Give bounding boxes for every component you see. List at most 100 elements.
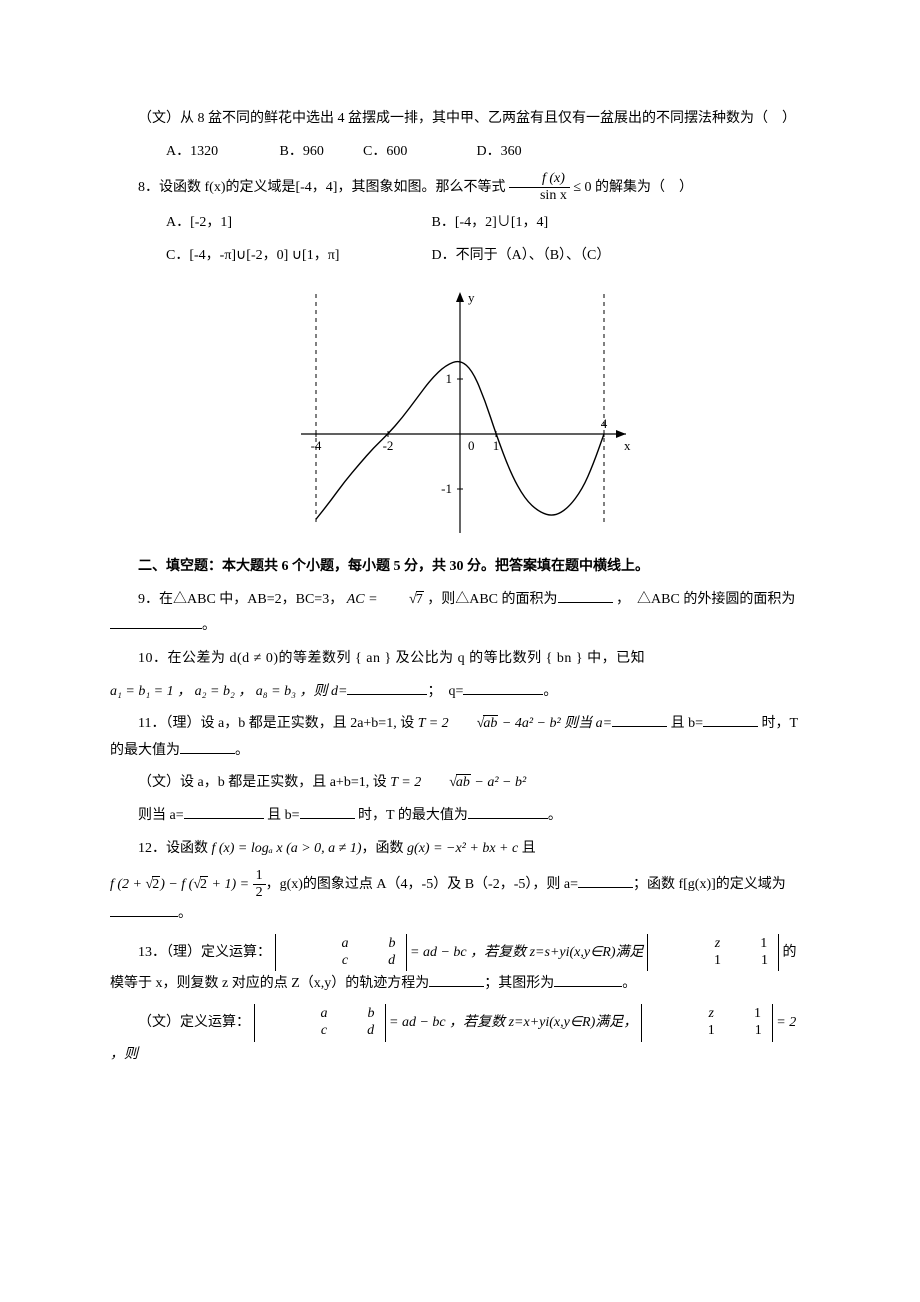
q9-blank2	[110, 615, 202, 629]
q8-opts-row1: A．[-2，1] B．[-4，2]∪[1，4]	[110, 210, 810, 237]
q12-l2d: ，g(x)的图象过点 A（4，-5）及 B（-2，-5），则 a=	[266, 877, 578, 892]
svg-text:0: 0	[468, 438, 475, 453]
q13-li-c: ；其图形为	[484, 976, 554, 991]
q12-tail: 。	[178, 906, 192, 921]
q11-wen-b: 则当 a=	[138, 808, 184, 823]
q12-l2a: f (2 +	[110, 877, 146, 892]
q12-l2c: + 1) =	[208, 877, 253, 892]
q13-eq2: = ad − bc ，若复数 z=x+yi(x,y∈R)满足，	[389, 1015, 637, 1030]
q8-opt-a: A．[-2，1]	[138, 210, 428, 237]
q12-sqrt2a-v: 2	[152, 876, 160, 892]
q8-opt-d: D．不同于（A）、（B）、（C）	[432, 248, 611, 263]
q12-gx: g(x) = −x² + bx + c	[407, 841, 518, 856]
q11-li-tail: 。	[235, 743, 249, 758]
svg-text:4: 4	[601, 416, 608, 431]
q13-det3: ab cd	[254, 1004, 386, 1042]
svg-text:-2: -2	[383, 438, 394, 453]
q7-wen-stem: （文）从 8 盆不同的鲜花中选出 4 盆摆成一排，其中甲、乙两盆有且仅有一盆展出…	[110, 106, 810, 133]
q12-l1b: ，函数	[362, 841, 408, 856]
q13-li-l1: 13．（理）定义运算： ab cd = ad − bc ，若复数 z=s+yi(…	[110, 934, 810, 998]
q9-b: ，则△ABC 的面积为	[427, 592, 557, 607]
q11-li: 11．（理）设 a，b 都是正实数，且 2a+b=1, 设 T = 2ab − …	[110, 711, 810, 764]
q8-stem: 8．设函数 f(x)的定义域是[-4，4]，其图象如图。那么不等式 f (x) …	[110, 171, 810, 204]
q13-d4-11: 1	[721, 1023, 768, 1040]
q8-frac: f (x) sin x	[509, 171, 570, 204]
q7-wen-options: A．1320 B．960 C．600 D．360	[110, 139, 810, 166]
q13-d4-10: 1	[674, 1023, 721, 1040]
q13-d3-01: b	[334, 1006, 381, 1023]
q11-wen-ab: ab	[456, 774, 471, 790]
q7-opt-c: C．600	[335, 139, 445, 166]
q13-d4-01: 1	[720, 1006, 767, 1023]
q12-sqrt2a: 2	[146, 872, 161, 899]
q9-c: ， △ABC 的外接圆的面积为	[616, 592, 795, 607]
q13-li-a: 13．（理）定义运算：	[138, 945, 271, 960]
q10-line2: a₁ = b₁ = 1 ， a₂ = b₂ ， a₈ = b₃ ，则 d=； q…	[110, 679, 810, 706]
q13-d1-00: a	[308, 936, 355, 953]
q11-wen-l2: 则当 a= 且 b= 时，T 的最大值为 。	[110, 803, 810, 830]
q11-wen-sqrt: ab	[421, 770, 471, 797]
q11-li-blank-t	[180, 740, 235, 754]
q12-l1c: 且	[518, 841, 536, 856]
q8-opts-row2: C．[-4，-π]∪[-2，0] ∪[1，π] D．不同于（A）、（B）、（C）	[110, 243, 810, 270]
q10-tail: 。	[543, 684, 557, 699]
q8-graph: -4-20141-1xy	[110, 284, 810, 545]
q7-opt-b: B．960	[252, 139, 332, 166]
q12-blank-a	[578, 874, 633, 888]
q9: 9．在△ABC 中，AB=2，BC=3， AC = 7 ，则△ABC 的面积为 …	[110, 587, 810, 640]
q8-stem-left: 8．设函数 f(x)的定义域是[-4，4]，其图象如图。那么不等式	[138, 180, 505, 195]
q8-frac-num: f (x)	[509, 171, 570, 188]
q12-l1a: 12．设函数	[138, 841, 212, 856]
q13-li-blank2	[554, 973, 622, 987]
q13-d2-10: 1	[680, 953, 727, 970]
q9-ac-eq: AC =	[347, 592, 381, 607]
q8-opt-c: C．[-4，-π]∪[-2，0] ∪[1，π]	[138, 243, 428, 270]
q11-wen-c: 且 b=	[267, 808, 299, 823]
q13-eq1: = ad − bc ，若复数 z=s+yi(x,y∈R)满足	[410, 945, 644, 960]
q9-sqrt7-val: 7	[416, 591, 424, 607]
q13-det1: ab cd	[275, 934, 407, 972]
q11-li-rest: − 4a² − b² 则当 a=	[498, 716, 612, 731]
q10-eq: a₁ = b₁ = 1 ， a₂ = b₂ ， a₈ = b₃ ，则 d=	[110, 684, 347, 699]
q9-a: 9．在△ABC 中，AB=2，BC=3，	[138, 592, 343, 607]
q9-tail: 。	[202, 618, 216, 633]
q11-wen-l1: （文）设 a，b 都是正实数，且 a+b=1, 设 T = 2 ab − a² −…	[110, 770, 810, 797]
q13-wen-a: （文）定义运算：	[138, 1015, 250, 1030]
q12-half-den: 2	[253, 885, 266, 901]
q13-d1-10: c	[308, 953, 354, 970]
q12-blank-dom	[110, 903, 178, 917]
q11-wen-blank-t	[468, 805, 548, 819]
q13-d1-01: b	[355, 936, 402, 953]
q8-stem-right: ≤ 0 的解集为（ ）	[573, 180, 693, 195]
q11-wen-rest: − a² − b²	[471, 775, 526, 790]
q12-l2b: ) − f (	[160, 877, 193, 892]
q10-line1: 10．在公差为 d(d ≠ 0)的等差数列 { an } 及公比为 q 的等比数…	[110, 646, 810, 673]
q11-wen-a: （文）设 a，b 都是正实数，且 a+b=1, 设	[138, 775, 387, 790]
q13-d2-01: 1	[726, 936, 773, 953]
q11-wen-blank-a	[184, 805, 264, 819]
q11-li-andb: 且 b=	[671, 716, 703, 731]
q13-det4: z1 11	[641, 1004, 773, 1042]
svg-text:1: 1	[446, 371, 453, 386]
q11-wen-tail: 。	[548, 808, 562, 823]
q13-li-tail: 。	[622, 976, 636, 991]
q13-d4-00: z	[675, 1006, 720, 1023]
q10-blank-d	[347, 681, 427, 695]
q11-li-blank-a	[612, 713, 667, 727]
q10-blank-q	[463, 681, 543, 695]
q11-wen-d: 时，T 的最大值为	[358, 808, 468, 823]
q12-half: 12	[253, 868, 266, 901]
q13-d2-11: 1	[727, 953, 774, 970]
q11-wen-blank-b	[300, 805, 355, 819]
q11-wen-T: T = 2	[390, 775, 421, 790]
q11-li-sqrt: ab	[449, 711, 499, 738]
q13-d1-11: d	[354, 953, 401, 970]
q12-sqrt2b-v: 2	[200, 876, 208, 892]
q11-li-T: T = 2	[418, 716, 449, 731]
q12-half-num: 1	[253, 868, 266, 885]
q13-det2: z1 11	[647, 934, 779, 972]
q12-l2: f (2 + 2) − f (2 + 1) = 12，g(x)的图象过点 A（4…	[110, 868, 810, 928]
svg-text:-4: -4	[311, 438, 322, 453]
q12-sqrt2b: 2	[193, 872, 208, 899]
svg-text:y: y	[468, 290, 475, 305]
